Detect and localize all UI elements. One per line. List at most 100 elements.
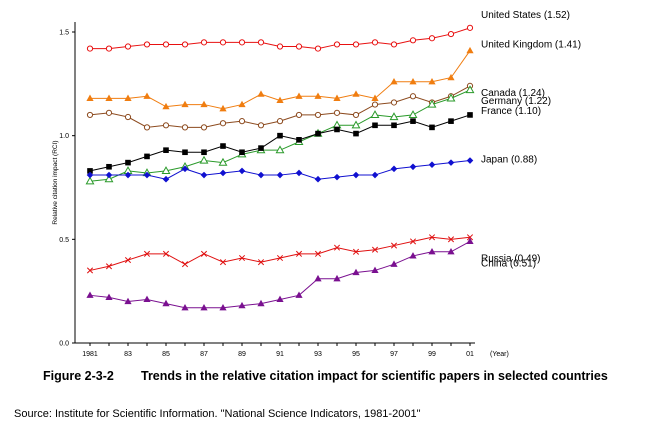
data-point-stroke [390, 242, 398, 249]
data-point [276, 96, 284, 104]
data-point [296, 137, 302, 143]
data-point-stroke [238, 254, 246, 262]
data-point [162, 299, 170, 307]
data-point [200, 250, 208, 257]
data-point [181, 41, 189, 48]
data-point [351, 120, 361, 129]
data-point [295, 169, 303, 177]
data-point [162, 250, 170, 257]
data-point [409, 252, 417, 259]
data-point [86, 171, 94, 179]
data-point [201, 149, 207, 156]
data-point [219, 303, 227, 311]
data-point [124, 94, 132, 101]
x-tick-label: 97 [390, 351, 398, 358]
data-point [314, 45, 322, 52]
series-united-states: United States (1.52) [86, 10, 570, 52]
data-point-stroke [447, 236, 455, 243]
data-point [162, 122, 170, 129]
data-point [371, 246, 379, 253]
y-axis-label: Relative citation impact (RCI) [52, 140, 59, 224]
data-point [314, 250, 322, 257]
data-point-stroke [409, 238, 417, 245]
data-point [257, 90, 265, 97]
data-point [466, 237, 474, 245]
x-tick-label: 83 [124, 351, 132, 358]
data-point [277, 132, 283, 139]
data-point [428, 35, 436, 42]
data-point [409, 77, 417, 85]
data-point [257, 122, 265, 129]
data-point-stroke [352, 248, 360, 255]
data-point-stroke [314, 250, 322, 257]
data-point [389, 112, 399, 121]
data-point [410, 118, 416, 124]
data-point-stroke [200, 250, 208, 257]
data-point [427, 99, 437, 108]
data-point [219, 39, 227, 46]
data-point [181, 165, 189, 173]
x-tick-label: 1981 [82, 351, 98, 358]
data-point [390, 242, 398, 249]
data-point [408, 110, 418, 119]
data-point [238, 301, 246, 309]
series-canada: Canada (1.24) [86, 82, 545, 131]
data-point [124, 171, 132, 179]
data-point-stroke [181, 261, 189, 268]
data-point [295, 111, 303, 119]
data-point [465, 85, 475, 94]
data-point [124, 113, 132, 121]
data-point-stroke [276, 254, 284, 262]
data-point-stroke [295, 250, 303, 257]
data-point [371, 39, 379, 46]
data-point-stroke [257, 259, 265, 266]
series-russia: Russia (0.49) [86, 237, 540, 311]
data-point [333, 274, 341, 282]
series-label: Japan (0.88) [481, 155, 537, 166]
data-point [200, 124, 208, 131]
data-point [219, 104, 227, 112]
data-point [143, 92, 151, 99]
data-point [390, 260, 398, 267]
data-point [143, 250, 151, 257]
data-point [86, 291, 94, 298]
data-point [466, 24, 474, 31]
data-point [447, 159, 455, 166]
data-point [295, 92, 303, 99]
series-france: France (1.10) [87, 106, 541, 174]
data-point [238, 167, 246, 175]
data-point [257, 259, 265, 266]
data-point [352, 171, 360, 179]
data-point [314, 274, 322, 282]
data-point [87, 168, 93, 174]
data-point [200, 100, 208, 108]
x-tick-label: 85 [162, 351, 170, 358]
data-point-stroke [124, 257, 132, 264]
data-point [105, 109, 113, 116]
data-point [219, 259, 227, 266]
data-point [258, 145, 264, 151]
data-point [144, 153, 150, 160]
data-point [238, 100, 246, 108]
data-point [162, 41, 170, 48]
data-point [219, 120, 227, 127]
data-point [352, 268, 360, 276]
data-point [86, 94, 94, 101]
data-point [372, 122, 378, 129]
data-point [390, 41, 398, 48]
data-point [181, 100, 189, 108]
data-point [428, 77, 436, 85]
series-label: Germany (1.22) [481, 96, 551, 107]
data-point [428, 161, 436, 168]
series-label: United Kingdom (1.41) [481, 40, 581, 51]
data-point [276, 118, 284, 125]
data-point [352, 41, 360, 48]
data-point [124, 43, 132, 50]
data-point-stroke [219, 259, 227, 266]
data-point [238, 254, 246, 262]
data-point [162, 175, 170, 183]
x-tick-label: 87 [200, 351, 208, 358]
data-point [391, 122, 397, 129]
data-point [105, 94, 113, 101]
